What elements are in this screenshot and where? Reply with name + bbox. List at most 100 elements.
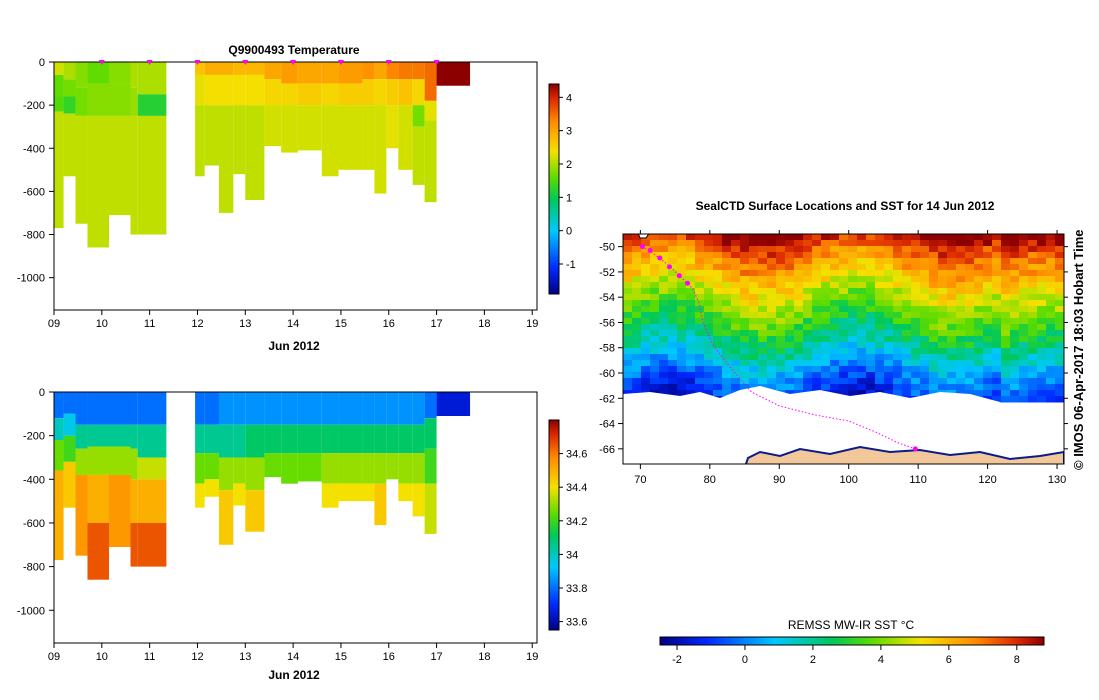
sst-cell <box>713 360 723 367</box>
sst-cell <box>695 288 705 295</box>
sst-cell <box>1019 336 1029 343</box>
sst-cell <box>659 372 669 379</box>
sst-cell <box>965 264 975 271</box>
sst-cell <box>821 330 831 337</box>
sst-cell <box>650 288 660 295</box>
sst-cell <box>1010 276 1020 283</box>
sst-cell <box>848 342 858 349</box>
sst-cell <box>947 300 957 307</box>
profile-cell <box>398 79 413 106</box>
sst-cell <box>776 234 786 241</box>
sst-cell <box>857 252 867 259</box>
sst-cell <box>812 330 822 337</box>
sst-cell <box>920 342 930 349</box>
sst-cell <box>704 300 714 307</box>
profile-cell <box>412 105 425 127</box>
sst-cell <box>965 240 975 247</box>
profile-cell <box>424 448 437 484</box>
sst-cell <box>821 276 831 283</box>
profile-cell <box>75 424 88 449</box>
sst-cell <box>812 384 822 391</box>
profile-cell <box>233 74 246 106</box>
sst-cell <box>866 318 876 325</box>
sst-cell <box>992 378 1002 385</box>
sst-cell <box>812 318 822 325</box>
profile-cell <box>374 79 387 106</box>
sst-cell <box>992 258 1002 265</box>
sst-cell <box>848 318 858 325</box>
sst-cell <box>641 372 651 379</box>
sst-cell <box>758 264 768 271</box>
sst-cell <box>1001 378 1011 385</box>
sst-cell <box>713 378 723 385</box>
sst-cell <box>1001 318 1011 325</box>
sst-cell <box>983 372 993 379</box>
sst-cell <box>1019 276 1029 283</box>
sst-cell <box>902 252 912 259</box>
sst-cell <box>911 276 921 283</box>
sst-cell <box>1010 288 1020 295</box>
sst-cell <box>785 270 795 277</box>
sst-cell <box>695 360 705 367</box>
sst-cell <box>1046 252 1056 259</box>
sst-cell <box>1037 288 1047 295</box>
colorbar-tick-label: 33.8 <box>566 583 587 595</box>
sst-cell <box>875 378 885 385</box>
sst-cell <box>767 288 777 295</box>
sst-cell <box>839 378 849 385</box>
sst-cell <box>803 246 813 253</box>
sst-cell <box>929 288 939 295</box>
profile-cell <box>338 105 363 170</box>
lat-tick-label: -56 <box>599 317 615 329</box>
sst-cell <box>1001 348 1011 355</box>
sst-cell <box>821 300 831 307</box>
sst-cell <box>749 234 759 241</box>
x-tick-label: 15 <box>335 318 347 330</box>
sst-cell <box>920 282 930 289</box>
sst-cell <box>749 348 759 355</box>
sst-cell <box>668 336 678 343</box>
sst-cell <box>956 288 966 295</box>
sst-cell <box>1001 270 1011 277</box>
sst-cell <box>992 312 1002 319</box>
sst-cell <box>830 360 840 367</box>
sst-cell <box>767 348 777 355</box>
sst-field <box>623 234 1064 403</box>
profile-cell <box>398 62 413 80</box>
profile-cell <box>108 392 131 425</box>
sst-cell <box>848 366 858 373</box>
sst-cell <box>875 252 885 259</box>
sst-cell <box>956 234 966 241</box>
salinity-heatmap <box>54 392 471 580</box>
profile-cell <box>297 83 322 106</box>
sst-cell <box>1001 372 1011 379</box>
sst-cell <box>938 336 948 343</box>
sst-cell <box>992 264 1002 271</box>
sst-cell <box>794 234 804 241</box>
sst-cell <box>884 306 894 313</box>
sst-cell <box>884 336 894 343</box>
sst-cell <box>659 288 669 295</box>
sst-cell <box>1028 366 1038 373</box>
sst-cell <box>1055 348 1064 355</box>
sst-cell <box>632 288 642 295</box>
sst-cell <box>857 384 867 391</box>
sst-cell <box>1037 354 1047 361</box>
sst-cell <box>1019 240 1029 247</box>
sst-cell <box>1010 312 1020 319</box>
sst-cell <box>974 282 984 289</box>
sst-cell <box>623 384 633 391</box>
sst-cell <box>866 360 876 367</box>
sst-cell <box>767 372 777 379</box>
sst-cell <box>1055 366 1064 373</box>
sst-cell <box>722 336 732 343</box>
sst-cell <box>812 378 822 385</box>
sst-cell <box>803 282 813 289</box>
sst-cell <box>974 270 984 277</box>
sst-cell <box>947 294 957 301</box>
profile-cell <box>233 424 246 458</box>
sst-cell <box>668 234 678 241</box>
sst-cell <box>884 288 894 295</box>
colorbar-tick-label: 0 <box>566 226 572 238</box>
sst-cell <box>1046 378 1056 385</box>
